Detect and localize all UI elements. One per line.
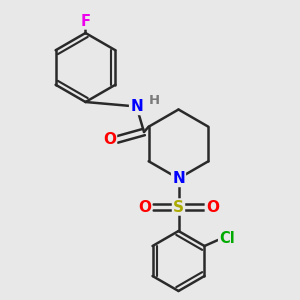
Text: N: N (172, 171, 185, 186)
Text: O: O (138, 200, 151, 214)
Text: N: N (130, 99, 143, 114)
Text: H: H (149, 94, 160, 107)
Text: Cl: Cl (219, 231, 235, 246)
Text: F: F (80, 14, 91, 28)
Text: O: O (103, 132, 116, 147)
Text: S: S (173, 200, 184, 214)
Text: O: O (206, 200, 219, 214)
